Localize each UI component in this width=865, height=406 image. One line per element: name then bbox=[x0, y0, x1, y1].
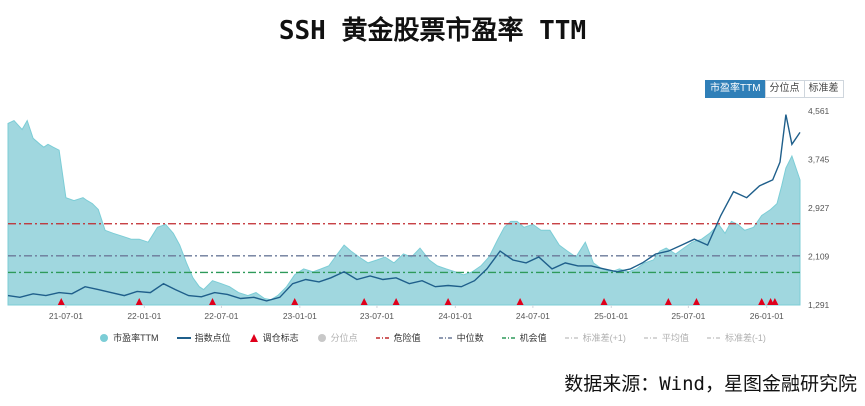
legend-label: 标准差(-1) bbox=[724, 333, 766, 343]
pe-ttm-area bbox=[7, 119, 801, 306]
legend-item[interactable]: 指数点位 bbox=[176, 331, 231, 344]
legend-item[interactable]: 分位点 bbox=[317, 331, 358, 344]
circle-icon bbox=[317, 333, 326, 342]
chart-legend: 市盈率TTM 指数点位 调仓标志 分位点 危险值 中位数 机会值 标准差(+1) 平均值 标准差(… bbox=[0, 331, 865, 344]
legend-item[interactable]: 标准差(+1) bbox=[564, 331, 626, 344]
tab-std-dev[interactable]: 标准差 bbox=[803, 80, 844, 98]
rebalance-marker bbox=[771, 298, 779, 305]
x-tick-label: 25-01-01 bbox=[594, 311, 628, 321]
x-tick-label: 23-07-01 bbox=[360, 311, 394, 321]
y-tick-label: 2,927 bbox=[808, 203, 830, 213]
tab-percentile[interactable]: 分位点 bbox=[764, 80, 805, 98]
legend-label: 指数点位 bbox=[194, 333, 231, 343]
legend-item[interactable]: 危险值 bbox=[375, 331, 421, 344]
y-tick-label: 4,561 bbox=[808, 106, 830, 116]
rebalance-marker bbox=[758, 298, 766, 305]
x-tick-label: 25-07-01 bbox=[671, 311, 705, 321]
legend-item[interactable]: 机会值 bbox=[501, 331, 547, 344]
legend-label: 中位数 bbox=[456, 333, 484, 343]
rebalance-marker bbox=[135, 298, 143, 305]
y-tick-label: 2,109 bbox=[808, 251, 830, 261]
x-tick-label: 24-07-01 bbox=[516, 311, 550, 321]
rebalance-marker bbox=[291, 298, 299, 305]
dash-icon bbox=[643, 336, 658, 339]
rebalance-marker bbox=[444, 298, 452, 305]
x-tick-label: 23-01-01 bbox=[283, 311, 317, 321]
tab-pe-ttm[interactable]: 市盈率TTM bbox=[705, 80, 766, 98]
dash-icon bbox=[375, 336, 390, 339]
dash-icon bbox=[438, 336, 453, 339]
legend-label: 调仓标志 bbox=[262, 333, 299, 343]
data-source: 数据来源：Wind，星图金融研究院 bbox=[564, 373, 857, 395]
rebalance-marker bbox=[360, 298, 368, 305]
rebalance-marker bbox=[516, 298, 524, 305]
legend-label: 平均值 bbox=[661, 333, 689, 343]
dash-icon bbox=[706, 336, 721, 339]
rebalance-marker bbox=[392, 298, 400, 305]
legend-item[interactable]: 平均值 bbox=[643, 331, 689, 344]
line-icon bbox=[176, 336, 191, 339]
legend-item[interactable]: 调仓标志 bbox=[249, 331, 299, 344]
rebalance-marker bbox=[208, 298, 216, 305]
legend-item[interactable]: 标准差(-1) bbox=[706, 331, 766, 344]
x-tick-label: 22-07-01 bbox=[204, 311, 238, 321]
circle-icon bbox=[100, 333, 109, 342]
x-tick-label: 24-01-01 bbox=[438, 311, 472, 321]
rebalance-marker bbox=[664, 298, 672, 305]
x-tick-label: 21-07-01 bbox=[49, 311, 83, 321]
chart-title: SSH 黄金股票市盈率 TTM bbox=[278, 16, 587, 46]
dash-icon bbox=[564, 336, 579, 339]
pe-chart: 21-07-01 22-01-01 22-07-01 23-01-01 23-07-01… bbox=[7, 106, 830, 321]
dash-icon bbox=[501, 336, 516, 339]
triangle-icon bbox=[249, 333, 258, 342]
y-tick-label: 1,291 bbox=[808, 300, 830, 310]
legend-label: 机会值 bbox=[519, 333, 547, 343]
legend-item[interactable]: 中位数 bbox=[438, 331, 484, 344]
view-tabs: 市盈率TTM 分位点 标准差 bbox=[705, 80, 844, 98]
legend-label: 市盈率TTM bbox=[113, 333, 159, 343]
y-tick-label: 3,745 bbox=[808, 154, 830, 164]
rebalance-marker bbox=[692, 298, 700, 305]
legend-label: 分位点 bbox=[330, 333, 358, 343]
x-tick-label: 26-01-01 bbox=[750, 311, 784, 321]
rebalance-marker bbox=[57, 298, 65, 305]
x-tick-label: 22-01-01 bbox=[127, 311, 161, 321]
legend-label: 标准差(+1) bbox=[582, 333, 626, 343]
rebalance-marker bbox=[600, 298, 608, 305]
legend-label: 危险值 bbox=[393, 333, 421, 343]
index-level-line bbox=[7, 114, 801, 302]
legend-item[interactable]: 市盈率TTM bbox=[99, 331, 159, 344]
